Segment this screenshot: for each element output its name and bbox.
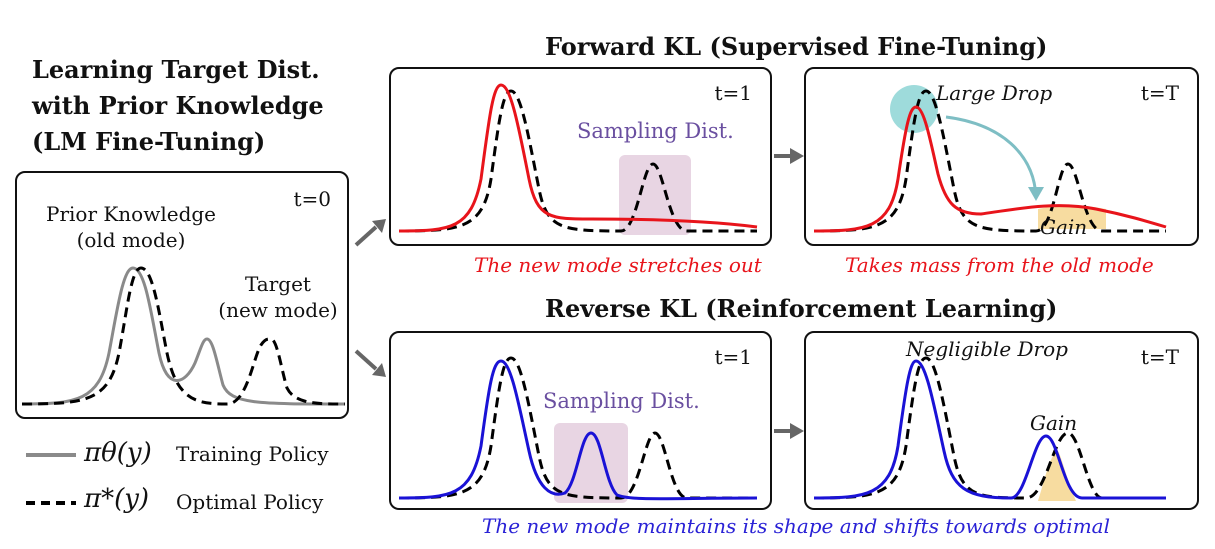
negligible-drop-label: Negligible Drop [906,337,1068,361]
forward-t1-training-curve [398,83,758,233]
forward-kl-title: Forward KL (Supervised Fine-Tuning) [545,32,1048,61]
legend-training-label: Training Policy [176,442,329,466]
target-label-line1: Target [245,272,311,296]
target-label: Target (new mode) [203,271,353,323]
reverse-gain-label: Gain [1030,411,1078,435]
prior-label-line2: (old mode) [76,228,186,252]
legend-training-symbol: πθ(y) [84,438,152,468]
forward-tT-panel: t=T Large Drop Gain [804,67,1199,246]
forward-t1-curves [398,83,758,233]
initial-training-curve [21,266,346,406]
initial-time-label: t=0 [293,187,331,211]
forward-left-caption: The new mode stretches out [474,253,762,277]
reverse-tT-training-curve [813,359,1166,500]
reverse-tT-curves [813,356,1166,501]
target-label-line2: (new mode) [218,298,338,322]
main-title-line1: Learning Target Dist. [32,55,320,84]
prior-label-line1: Prior Knowledge [45,202,217,226]
forward-right-caption: Takes mass from the old mode [845,253,1154,277]
reverse-t1-time-label: t=1 [714,345,752,369]
reverse-tT-time-label: t=T [1140,345,1179,369]
reverse-t1-training-curve [398,359,758,501]
reverse-t1-panel: t=1 Sampling Dist. [389,331,772,510]
transfer-arrowhead-icon [1028,187,1044,201]
legend-solid-line-icon [26,453,76,457]
arrow-to-reverse-icon [354,349,386,377]
gain-fill-area [1038,205,1106,229]
legend-dashed-line-icon [26,501,76,505]
reverse-tT-panel: t=T Negligible Drop Gain [804,331,1199,510]
reverse-caption: The new mode maintains its shape and shi… [482,514,1110,538]
legend: πθ(y) Training Policy π*(y) Optimal Poli… [24,436,354,526]
forward-tT-curves [813,89,1167,233]
large-drop-label: Large Drop [936,81,1053,105]
initial-curves [21,266,346,406]
forward-tT-optimal-curve [813,89,1166,233]
reverse-tT-optimal-curve [813,356,1166,500]
reverse-kl-title: Reverse KL (Reinforcement Learning) [545,294,1058,323]
reverse-progress-arrow-icon [774,423,804,439]
forward-t1-panel: t=1 Sampling Dist. [389,67,772,246]
legend-training-row: πθ(y) Training Policy [24,436,354,474]
main-title: Learning Target Dist. with Prior Knowled… [32,52,324,160]
main-title-line2: with Prior Knowledge [32,91,324,120]
prior-knowledge-label: Prior Knowledge (old mode) [31,201,231,253]
reverse-t1-curves [398,356,758,501]
reverse-t1-optimal-curve [398,356,757,500]
forward-tT-time-label: t=T [1140,81,1179,105]
initial-optimal-curve [21,266,346,406]
forward-t1-sampling-label: Sampling Dist. [577,119,734,143]
arrow-to-forward-icon [354,219,386,247]
legend-optimal-symbol: π*(y) [84,484,150,514]
forward-gain-label: Gain [1040,215,1088,239]
reverse-t1-sampling-label: Sampling Dist. [543,389,700,413]
forward-t1-time-label: t=1 [714,81,752,105]
legend-optimal-row: π*(y) Optimal Policy [24,482,354,520]
forward-t1-optimal-curve [398,89,757,233]
legend-optimal-label: Optimal Policy [176,490,324,514]
transfer-arrow-icon [945,115,1038,198]
forward-tT-training-curve [813,105,1167,233]
initial-panel: t=0 Prior Knowledge (old mode) Target (n… [15,171,349,419]
main-title-line3: (LM Fine-Tuning) [32,127,266,156]
reverse-gain-fill-area [1038,451,1076,501]
forward-progress-arrow-icon [774,148,804,164]
